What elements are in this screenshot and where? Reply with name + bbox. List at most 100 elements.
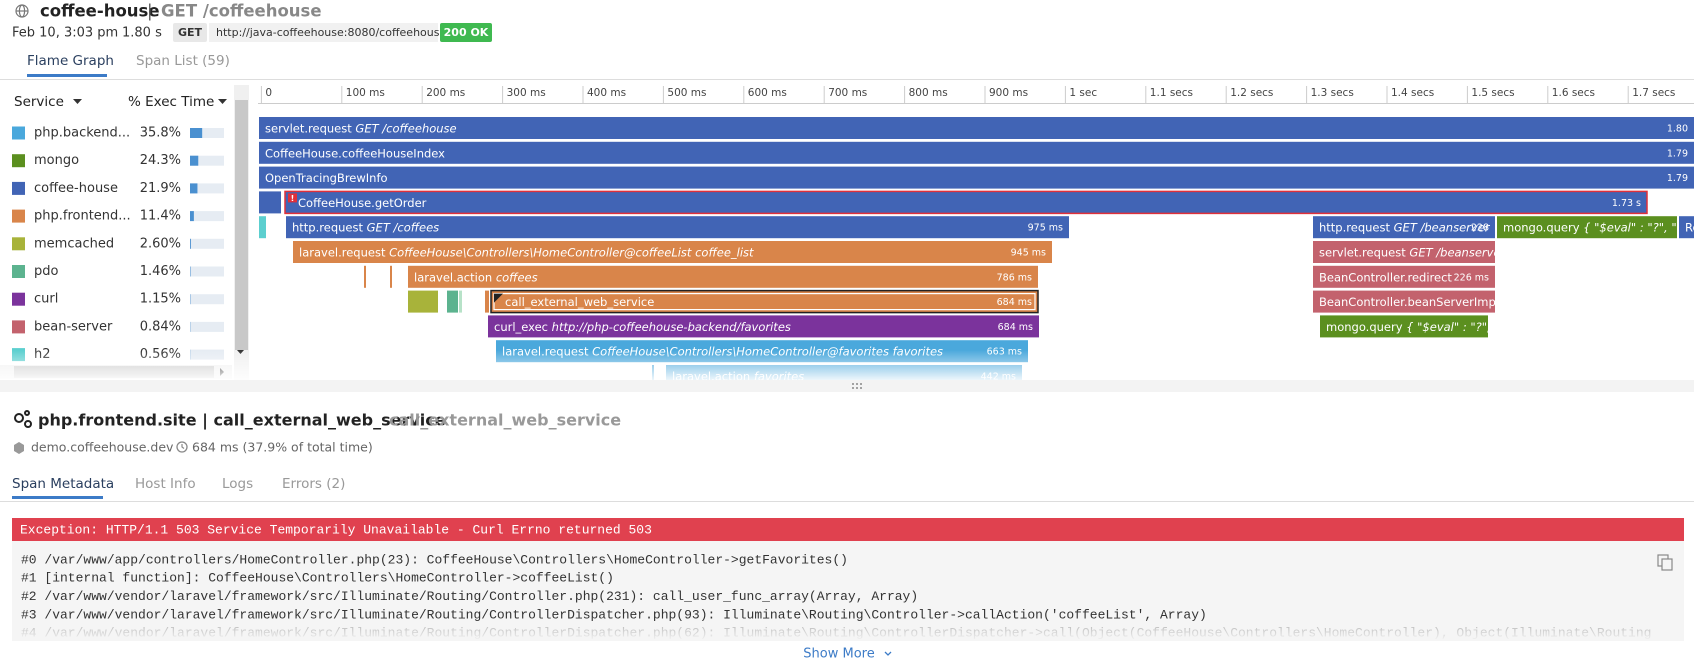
span-title: php.frontend.site | call_external_web_se…	[38, 411, 446, 431]
tab[interactable]: Host Info	[135, 476, 196, 492]
span-name: curl_exec	[494, 319, 548, 333]
span-bar[interactable]	[293, 241, 1052, 263]
tab[interactable]: Flame Graph	[27, 53, 114, 69]
span-label: CoffeeHouse.coffeeHouseIndex	[265, 146, 445, 160]
mini-bar-bg	[190, 266, 224, 277]
time-axis: 0 100 ms 200 ms 300 ms 400 ms 500 ms 600 ms 700…	[260, 86, 1675, 103]
span-duration: 1.80	[1667, 124, 1688, 135]
legend-name[interactable]: mongo	[34, 153, 79, 168]
legend-header[interactable]: % Exec Time	[128, 94, 214, 110]
span-content: Re	[1685, 220, 1694, 234]
span-name: CoffeeHouse.coffeeHouseIndex	[265, 146, 445, 160]
globe-icon	[15, 4, 29, 18]
copy-button[interactable]	[1657, 554, 1673, 571]
mini-bar	[190, 211, 194, 222]
legend-name[interactable]: memcached	[34, 236, 114, 251]
legend-name[interactable]: coffee-house	[34, 181, 118, 196]
span-name: BeanController.beanServerImpl	[1319, 295, 1499, 309]
legend: php.backend... 35.8% mongo 24.3% coffee-hous…	[12, 126, 224, 362]
span-bar[interactable]	[490, 289, 1039, 314]
tick-label: 1.1 secs	[1150, 87, 1193, 99]
legend-swatch[interactable]	[12, 292, 25, 306]
grip[interactable]	[852, 383, 862, 389]
legend-pct: 24.3%	[140, 153, 181, 168]
span-bar[interactable]	[259, 141, 1694, 164]
scroll-thumb[interactable]	[235, 100, 248, 350]
legend-swatch[interactable]	[12, 265, 25, 278]
legend-name[interactable]: php.frontend...	[34, 209, 131, 224]
span-bar[interactable]	[284, 190, 1648, 215]
span-sliver[interactable]	[485, 290, 489, 313]
legend-name[interactable]: bean-server	[34, 319, 113, 334]
span-bar[interactable]	[408, 265, 1038, 288]
span-bar[interactable]	[259, 166, 1694, 189]
span-bar[interactable]	[1679, 216, 1694, 239]
span-sliver[interactable]	[259, 191, 281, 214]
legend-swatch[interactable]	[12, 209, 25, 223]
legend-name[interactable]: php.backend...	[34, 126, 130, 141]
resize-bar[interactable]	[0, 380, 1694, 392]
span-content: curl_exec http://php-coffeehouse-backend…	[494, 319, 1033, 333]
legend-name[interactable]: curl	[34, 292, 58, 307]
legend-swatch[interactable]	[12, 154, 25, 168]
stack-line: #1 [internal function]: CoffeeHouse\Cont…	[21, 571, 614, 586]
legend-header[interactable]: Service	[14, 94, 64, 110]
legend-swatch[interactable]	[12, 181, 25, 195]
span-sliver[interactable]	[390, 265, 392, 288]
tab[interactable]: Span List (59)	[136, 53, 230, 69]
span-bar[interactable]	[1313, 290, 1495, 313]
span-bar[interactable]	[1497, 216, 1677, 239]
legend-swatch[interactable]	[12, 320, 25, 334]
span-bar[interactable]	[488, 315, 1039, 338]
span-bar[interactable]	[286, 216, 1069, 239]
tab[interactable]: Errors (2)	[282, 476, 345, 492]
host: demo.coffeehouse.dev	[31, 440, 174, 455]
legend-pct: 35.8%	[140, 126, 181, 141]
sort-caret[interactable]	[73, 99, 82, 104]
span-resource: call_external_web_service	[389, 411, 621, 430]
clock-hand	[181, 444, 185, 449]
tab[interactable]: Span Metadata	[12, 476, 114, 492]
status: 200 OK	[444, 26, 489, 39]
resource-title: GET /coffeehouse	[161, 2, 322, 21]
span-bar[interactable]	[1313, 216, 1495, 239]
chevron[interactable]	[884, 651, 892, 656]
span-bar[interactable]	[259, 117, 1694, 139]
span-detail: GET /beanserver	[1394, 220, 1491, 234]
span-sliver[interactable]	[459, 290, 462, 313]
legend-swatch[interactable]	[12, 237, 25, 251]
span-bar[interactable]	[1320, 315, 1488, 338]
url-box	[209, 23, 438, 42]
span-sliver[interactable]	[447, 290, 458, 313]
mini-bar-bg	[190, 211, 224, 222]
tab[interactable]: Logs	[222, 476, 253, 492]
legend-swatch[interactable]	[12, 126, 25, 140]
show-more[interactable]: Show More	[803, 647, 874, 662]
legend-name[interactable]: pdo	[34, 264, 59, 279]
span-name: mongo.query	[1326, 319, 1403, 333]
span-label: call_external_web_service	[505, 295, 654, 309]
span-name: CoffeeHouse.getOrder	[298, 195, 427, 209]
time: 684 ms (37.9% of total time)	[192, 440, 373, 455]
span-bar[interactable]	[1313, 241, 1495, 263]
span-sliver[interactable]	[364, 265, 366, 288]
span-sliver[interactable]	[259, 216, 266, 239]
tick-label: 600 ms	[748, 87, 787, 99]
span-label: servlet.request GET /beanserver/...	[1319, 245, 1520, 259]
select-marker	[494, 293, 503, 303]
tick-label: 300 ms	[507, 87, 546, 99]
url: http://java-coffeehouse:8080/coffeehouse	[216, 26, 446, 39]
span-content: laravel.request CoffeeHouse\Controllers\…	[299, 245, 1046, 259]
gears-icon	[14, 410, 32, 428]
flame-graph: servlet.request GET /coffeehouse 1.80 Coff…	[259, 117, 1694, 380]
sort-caret[interactable]	[218, 99, 227, 104]
span-duration: 1.73 s	[1612, 198, 1641, 209]
span-sliver[interactable]	[408, 290, 438, 313]
span-label: OpenTracingBrewInfo	[265, 171, 388, 185]
span-label: CoffeeHouse.getOrder	[298, 195, 427, 209]
error-banner	[12, 518, 1684, 541]
span-bar[interactable]	[1313, 265, 1495, 288]
span-label: laravel.action coffees	[414, 270, 538, 284]
